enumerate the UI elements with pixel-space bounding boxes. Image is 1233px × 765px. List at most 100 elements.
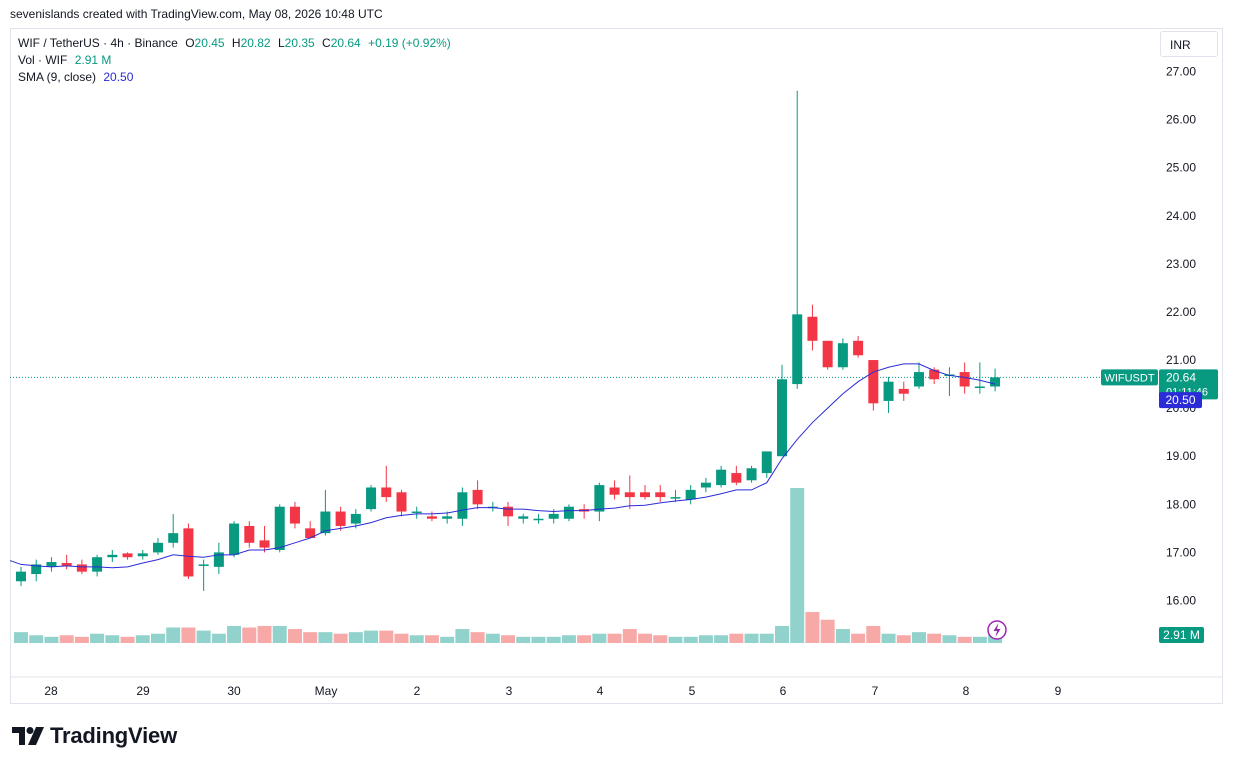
candle-body xyxy=(670,497,681,499)
volume-bar xyxy=(470,632,485,643)
last-price-value: 20.64 xyxy=(1166,370,1196,384)
candle-body xyxy=(761,451,772,474)
candle-body xyxy=(898,388,909,394)
volume-tag-text: 2.91 M xyxy=(1163,628,1200,642)
volume-bar xyxy=(622,629,637,643)
symbol-price-tag xyxy=(1101,369,1158,386)
volume-bar xyxy=(14,632,28,643)
volume-bar xyxy=(135,635,150,643)
candle-body xyxy=(305,528,316,538)
candle-body xyxy=(990,377,1001,387)
candle-body xyxy=(381,487,392,498)
candle-body xyxy=(777,379,787,457)
candle-body xyxy=(335,511,346,526)
volume-bar xyxy=(546,636,561,643)
volume-bar xyxy=(881,633,896,643)
candle-body xyxy=(959,372,970,387)
tradingview-logo[interactable]: TradingView xyxy=(12,722,177,750)
sma-line xyxy=(9,363,996,569)
volume-bar xyxy=(181,627,196,643)
lightning-icon xyxy=(993,623,1001,637)
x-tick-label: 7 xyxy=(872,684,879,698)
volume-bar xyxy=(668,636,683,643)
volume-bar xyxy=(683,636,698,643)
candle-body xyxy=(913,372,924,387)
candle-body xyxy=(837,343,848,368)
chart-credit: sevenislands created with TradingView.co… xyxy=(10,7,383,21)
volume-bar xyxy=(242,627,257,643)
candle-body xyxy=(731,473,742,483)
volume-bar xyxy=(835,629,850,643)
high-value: 20.82 xyxy=(240,36,271,50)
volume-bar xyxy=(790,488,805,643)
volume-bar xyxy=(257,625,272,643)
candle-body xyxy=(883,381,894,401)
volume-bar xyxy=(957,636,972,643)
volume-bar xyxy=(272,625,287,643)
volume-bar xyxy=(379,630,394,643)
chart-frame xyxy=(10,28,1223,704)
volume-bar xyxy=(531,636,546,643)
candle-body xyxy=(594,485,605,512)
x-tick-label: 9 xyxy=(1055,684,1062,698)
sma-price-tag-text: 20.50 xyxy=(1165,393,1195,407)
volume-bar xyxy=(166,627,181,643)
candle-body xyxy=(61,562,72,566)
volume-bar xyxy=(440,636,455,643)
volume-bar xyxy=(896,635,911,643)
volume-bar xyxy=(729,633,744,643)
volume-bar xyxy=(59,635,74,643)
candle-body xyxy=(685,489,696,500)
volume-bar xyxy=(972,636,987,643)
candle-body xyxy=(442,516,453,519)
volume-bar xyxy=(120,636,135,643)
x-tick-label: May xyxy=(315,684,338,698)
y-tick-label: 17.00 xyxy=(1166,545,1196,559)
x-tick-label: 6 xyxy=(780,684,787,698)
volume-bar xyxy=(333,633,348,643)
volume-bar xyxy=(105,635,120,643)
volume-bar xyxy=(227,625,242,643)
candle-body xyxy=(746,468,757,481)
volume-bar xyxy=(927,633,942,643)
volume-bar xyxy=(29,635,44,643)
candle-body xyxy=(366,487,377,510)
volume-bar xyxy=(90,633,105,643)
volume-row[interactable]: Vol · WIF 2.91 M xyxy=(18,52,451,69)
y-tick-label: 21.00 xyxy=(1166,353,1196,367)
candle-body xyxy=(350,513,361,524)
candle-body xyxy=(92,557,103,572)
candle-body xyxy=(716,469,727,486)
symbol-row[interactable]: WIF / TetherUS · 4h · Binance O20.45 H20… xyxy=(18,35,451,52)
sma-label[interactable]: SMA (9, close) xyxy=(18,70,97,84)
last-price-tag xyxy=(1159,369,1218,400)
volume-bar xyxy=(44,636,59,643)
candle-body xyxy=(198,564,209,566)
volume-label[interactable]: Vol · WIF xyxy=(18,53,68,67)
tradingview-logo-text: TradingView xyxy=(50,723,177,748)
volume-bar xyxy=(318,632,333,643)
y-tick-label: 24.00 xyxy=(1166,209,1196,223)
volume-bar xyxy=(759,633,774,643)
volume-bar xyxy=(394,633,409,643)
volume-bar xyxy=(150,633,165,643)
currency-selector[interactable]: INR xyxy=(1160,31,1218,57)
candle-body xyxy=(320,511,331,534)
candle-body xyxy=(244,525,255,543)
volume-bar xyxy=(364,630,379,643)
sma-row[interactable]: SMA (9, close) 20.50 xyxy=(18,69,451,86)
low-value: 20.35 xyxy=(284,36,315,50)
change-value: +0.19 (+0.92%) xyxy=(368,36,451,50)
sma-price-tag xyxy=(1159,392,1202,409)
candle-body xyxy=(609,487,620,495)
volume-tag xyxy=(1159,627,1204,643)
symbol-label[interactable]: WIF / TetherUS · 4h · Binance xyxy=(18,36,178,50)
candle-body xyxy=(518,516,529,519)
candle-body xyxy=(396,492,407,512)
volume-bar xyxy=(911,632,926,643)
y-tick-label: 22.00 xyxy=(1166,305,1196,319)
volume-bar xyxy=(485,633,500,643)
volume-bar xyxy=(744,633,759,643)
volume-bar xyxy=(653,635,668,643)
